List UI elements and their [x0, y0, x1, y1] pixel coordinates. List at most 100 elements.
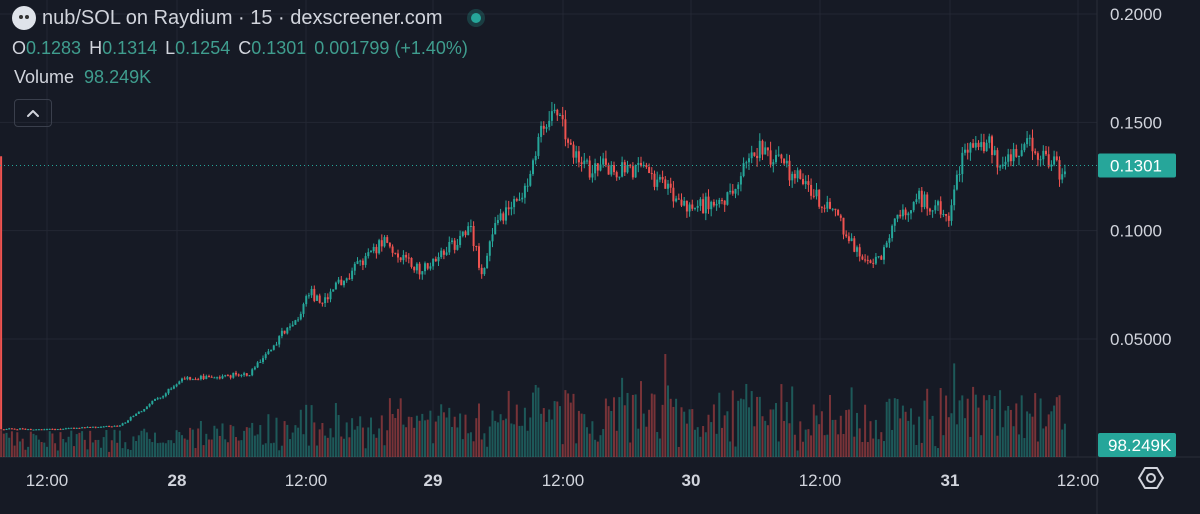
volume-bar: [837, 434, 840, 457]
volume-bar: [421, 413, 424, 457]
candle-body: [145, 406, 148, 410]
volume-bar: [877, 439, 880, 457]
candle-body: [677, 198, 680, 200]
candle-body: [1020, 150, 1023, 156]
candle-body: [456, 244, 459, 250]
candle-body: [1047, 154, 1050, 167]
volume-bar: [515, 404, 518, 457]
candle-body: [864, 259, 867, 261]
volume-bar: [864, 404, 867, 457]
candle-body: [505, 207, 507, 221]
candle-body: [291, 324, 294, 327]
candle-body: [432, 258, 435, 267]
volume-bar: [923, 400, 926, 457]
last-price-tag: [1098, 153, 1176, 178]
volume-bar: [537, 387, 540, 457]
volume-bar: [299, 409, 302, 457]
candle-body: [1058, 160, 1061, 180]
volume-bar: [21, 438, 24, 457]
volume-bar: [985, 400, 988, 457]
candle-body: [542, 125, 545, 129]
volume-bar: [604, 398, 607, 457]
candle-body: [626, 165, 629, 173]
volume-bar: [205, 433, 208, 457]
change-value: 0.001799 (+1.40%): [314, 38, 468, 58]
volume-bar: [934, 446, 937, 457]
candle-body: [893, 218, 896, 226]
candle-body: [561, 115, 564, 120]
candle-body: [62, 428, 65, 430]
candle-body: [410, 257, 413, 267]
volume-bar: [24, 449, 27, 457]
volume-bar: [499, 414, 502, 457]
time-axis[interactable]: 12:00 28 12:00 29 12:00 30 12:00 31 12:00: [26, 471, 1100, 490]
volume-bar: [907, 420, 910, 457]
candle-body: [534, 155, 537, 161]
volume-bar: [13, 445, 16, 457]
volume-bar: [545, 421, 548, 457]
volume-bar: [966, 398, 969, 457]
candle-body: [191, 379, 194, 381]
volume-bar: [507, 390, 510, 457]
volume-bar: [132, 436, 135, 457]
volume-bar: [267, 414, 270, 457]
price-tick-label: 0.1500: [1110, 113, 1162, 132]
volume-bar: [356, 426, 359, 457]
candle-body: [664, 179, 667, 189]
volume-bar: [110, 440, 113, 457]
volume-bar: [947, 417, 950, 457]
volume-bar: [783, 420, 786, 457]
volume-bar: [383, 445, 386, 457]
candle-body: [675, 198, 678, 202]
chart-settings-button[interactable]: [1137, 464, 1165, 492]
candle-body: [842, 217, 845, 235]
volume-bar: [769, 409, 772, 457]
volume-bar: [194, 448, 197, 457]
candle-body: [810, 184, 813, 196]
volume-bar: [623, 405, 626, 457]
candle-body: [483, 268, 486, 275]
token-icon: [12, 6, 36, 30]
volume-bar: [453, 416, 456, 457]
candle-body: [5, 429, 8, 431]
collapse-legend-button[interactable]: [14, 99, 52, 127]
candle-body: [199, 375, 202, 380]
candle-body: [656, 179, 659, 187]
volume-bar: [912, 424, 915, 457]
candle-body: [43, 429, 46, 431]
volume-bar: [696, 427, 699, 457]
candle-body: [491, 234, 494, 242]
candle-body: [83, 427, 86, 429]
candle-body: [872, 262, 875, 264]
volume-bar: [588, 433, 591, 457]
volume-bar: [51, 433, 54, 457]
volume-bar: [521, 425, 524, 457]
volume-bar: [262, 444, 264, 457]
candle-body: [380, 240, 383, 247]
volume-bar: [580, 413, 583, 457]
candle-body: [661, 177, 664, 180]
candle-body: [572, 144, 575, 158]
candle-body: [402, 254, 405, 261]
candle-body: [521, 197, 524, 200]
volume-bar: [664, 354, 667, 457]
candle-body: [559, 115, 561, 117]
volume-bar: [248, 427, 251, 457]
candle-body: [488, 241, 491, 256]
volume-bar: [583, 414, 586, 457]
volume-bar: [105, 429, 108, 457]
candle-body: [791, 173, 794, 181]
candle-body: [818, 189, 821, 207]
volume-bar: [426, 419, 429, 457]
candle-body: [116, 425, 119, 427]
candle-body: [964, 149, 966, 153]
volume-bar: [43, 442, 46, 457]
candle-body: [124, 422, 127, 424]
candle-body: [388, 242, 391, 247]
time-tick-label: 12:00: [26, 471, 69, 490]
volume-bar: [253, 435, 256, 457]
volume-bar: [54, 443, 57, 457]
price-axis[interactable]: 0.2000 0.1500 0.1000 0.05000 0.1301 98.249K: [1098, 5, 1176, 457]
volume-bar: [1018, 434, 1020, 457]
